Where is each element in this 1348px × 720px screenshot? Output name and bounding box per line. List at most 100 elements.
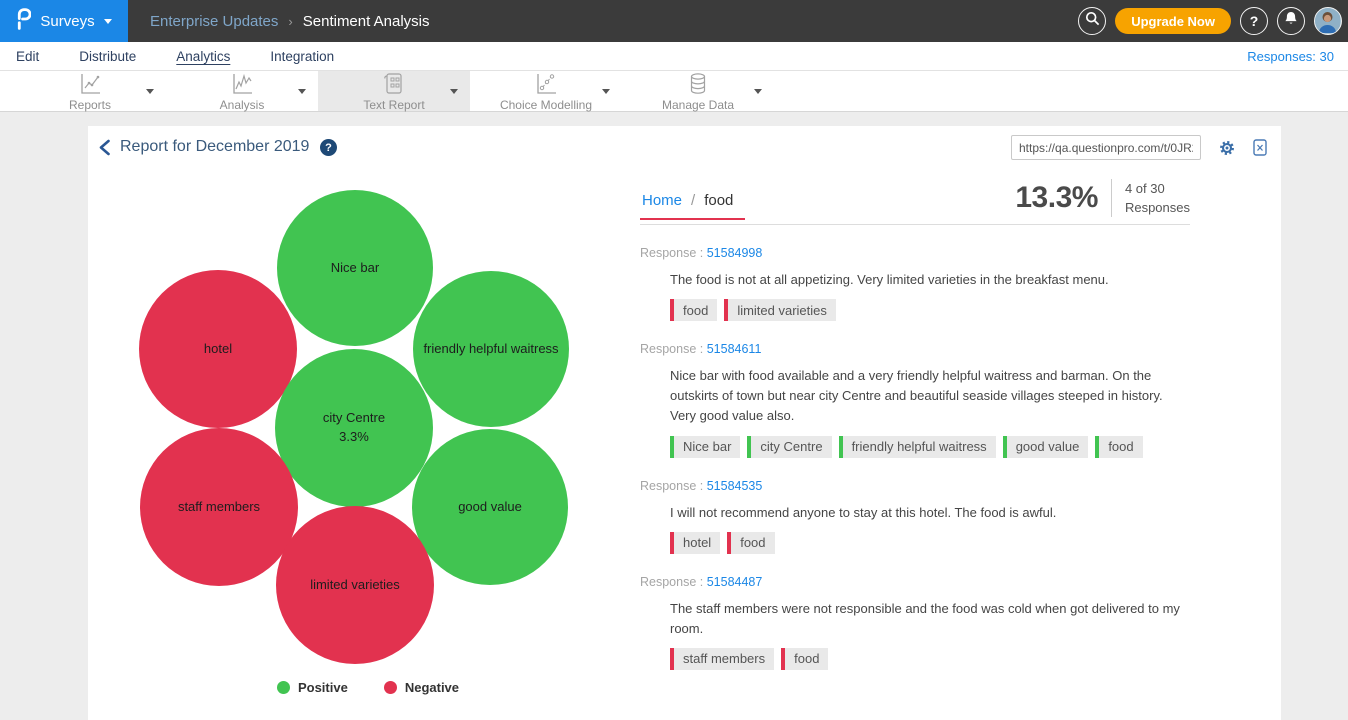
node-breadcrumb: Home / food — [640, 192, 746, 220]
bubble-label: good value — [458, 498, 522, 514]
report-help-icon[interactable]: ? — [320, 139, 337, 156]
toolbar-item-choice-modelling[interactable]: Choice Modelling — [470, 71, 622, 112]
bubble-city-centre[interactable]: city Centre 3.3% — [275, 349, 433, 507]
product-name: Surveys — [40, 12, 95, 30]
legend-item-negative: Negative — [383, 680, 459, 695]
response-item: Response : 51584487 The staff members we… — [640, 575, 1190, 670]
tag-label: Nice bar — [683, 439, 732, 455]
survey-menu-bar: Edit Distribute Analytics Integration Re… — [0, 42, 1348, 71]
response-text: The food is not at all appetizing. Very … — [670, 272, 1109, 287]
bubble-nice-bar[interactable]: Nice bar — [277, 190, 433, 346]
node-breadcrumb-current[interactable]: food — [704, 192, 734, 209]
sentiment-bar-icon — [1095, 435, 1100, 458]
breadcrumb: Enterprise Updates › Sentiment Analysis — [150, 0, 429, 42]
bubble-limited-varieties[interactable]: limited varieties — [276, 506, 434, 664]
export-excel-button[interactable] — [1253, 139, 1267, 156]
tag-label: city Centre — [760, 439, 823, 455]
negative-dot-icon — [383, 681, 397, 694]
response-count: 4 of 30 Responses — [1125, 178, 1190, 218]
analytics-toolbar: Reports Analysis — [0, 71, 1348, 112]
response-id-line: Response : 51584611 — [640, 342, 1190, 356]
chevron-down-icon[interactable] — [146, 89, 154, 94]
report-url-input[interactable] — [1011, 135, 1201, 160]
search-button[interactable] — [1078, 7, 1107, 35]
bubble-staff-members[interactable]: staff members — [140, 428, 298, 586]
menu-item-distribute[interactable]: Distribute — [79, 48, 137, 64]
report-settings-button[interactable] — [1219, 140, 1235, 156]
help-button[interactable]: ? — [1240, 7, 1268, 35]
legend-item-positive: Positive — [276, 680, 348, 695]
menu-item-integration[interactable]: Integration — [270, 48, 335, 64]
node-breadcrumb-separator: / — [691, 192, 696, 209]
toolbar-item-reports[interactable]: Reports — [14, 71, 166, 112]
tag-label: limited varieties — [737, 302, 827, 318]
response-item: Response : 51584611 Nice bar with food a… — [640, 342, 1190, 458]
report-title: Report for December 2019 — [120, 138, 310, 155]
tag-label: food — [1108, 439, 1134, 455]
tag-friendly-helpful-waitress[interactable]: friendly helpful waitress — [838, 435, 996, 458]
chevron-down-icon[interactable] — [754, 89, 762, 94]
responses-panel: Home / food 13.3% 4 of 30 Responses Resp… — [640, 178, 1190, 670]
back-button[interactable] — [98, 139, 111, 161]
node-breadcrumb-home[interactable]: Home — [642, 192, 683, 209]
sentiment-bar-icon — [781, 647, 786, 670]
toolbar-item-label: Choice Modelling — [499, 98, 593, 112]
tag-hotel[interactable]: hotel — [670, 531, 721, 554]
percentage-block: 13.3% 4 of 30 Responses — [1015, 178, 1190, 218]
tag-city-centre[interactable]: city Centre — [747, 435, 832, 458]
tag-nice-bar[interactable]: Nice bar — [670, 435, 741, 458]
response-id-link[interactable]: 51584535 — [706, 478, 763, 493]
tag-limited-varieties[interactable]: limited varieties — [724, 299, 836, 322]
chevron-down-icon[interactable] — [602, 89, 610, 94]
menu-item-edit[interactable]: Edit — [16, 48, 40, 64]
avatar-photo — [1315, 8, 1340, 33]
tag-food[interactable]: food — [781, 647, 829, 670]
upgrade-now-button[interactable]: Upgrade Now — [1115, 8, 1231, 34]
chevron-down-icon[interactable] — [298, 89, 306, 94]
sentiment-bar-icon — [838, 435, 843, 458]
tag-good-value[interactable]: good value — [1002, 435, 1089, 458]
help-icon: ? — [1249, 13, 1259, 29]
user-avatar[interactable] — [1314, 7, 1342, 35]
response-count-value: 4 of 30 — [1124, 181, 1165, 196]
report-card: Report for December 2019 ? — [88, 126, 1281, 720]
questionpro-logo-icon — [16, 7, 32, 35]
legend-label: Positive — [297, 680, 348, 695]
tag-staff-members[interactable]: staff members — [670, 647, 775, 670]
tag-label: staff members — [683, 651, 766, 667]
breadcrumb-page-name: Sentiment Analysis — [302, 12, 430, 30]
bubble-hotel[interactable]: hotel — [139, 270, 297, 428]
response-item: Response : 51584535 I will not recommend… — [640, 479, 1190, 554]
response-count-label: Responses — [1124, 199, 1190, 215]
response-id-link[interactable]: 51584487 — [706, 574, 763, 589]
response-id-link[interactable]: 51584998 — [706, 246, 763, 260]
bubble-label: Nice bar — [330, 259, 380, 275]
tag-food[interactable]: food — [1095, 435, 1143, 458]
chevron-left-icon — [99, 139, 110, 156]
breadcrumb-survey-name[interactable]: Enterprise Updates — [150, 12, 279, 30]
tag-food[interactable]: food — [727, 531, 775, 554]
search-icon — [1085, 11, 1100, 31]
report-header: Report for December 2019 ? — [88, 126, 1281, 170]
sentiment-bar-icon — [724, 299, 729, 322]
sentiment-bar-icon — [670, 299, 674, 322]
response-id-link[interactable]: 51584611 — [706, 342, 762, 357]
tag-label: food — [683, 302, 709, 318]
toolbar-item-text-report[interactable]: Text Report — [318, 71, 470, 112]
surveys-menu-button[interactable]: Surveys — [0, 0, 128, 42]
chevron-down-icon[interactable] — [450, 89, 458, 94]
bubble-label: city Centre — [322, 410, 386, 426]
scatter-chart-icon — [533, 72, 559, 96]
response-item: Response : 51584998 The food is not at a… — [640, 246, 1190, 322]
notifications-button[interactable] — [1277, 7, 1305, 35]
tag-food[interactable]: food — [670, 299, 718, 322]
toolbar-item-analysis[interactable]: Analysis — [166, 71, 318, 112]
bubble-good-value[interactable]: good value — [412, 429, 568, 585]
menu-item-analytics[interactable]: Analytics — [176, 48, 231, 64]
responses-count[interactable]: Responses: 30 — [1247, 49, 1334, 64]
bubble-friendly-helpful-waitress[interactable]: friendly helpful waitress — [413, 271, 569, 427]
response-tags: staff members food — [670, 647, 1190, 670]
toolbar-item-manage-data[interactable]: Manage Data — [622, 71, 774, 112]
percentage-value: 13.3% — [1015, 180, 1098, 214]
